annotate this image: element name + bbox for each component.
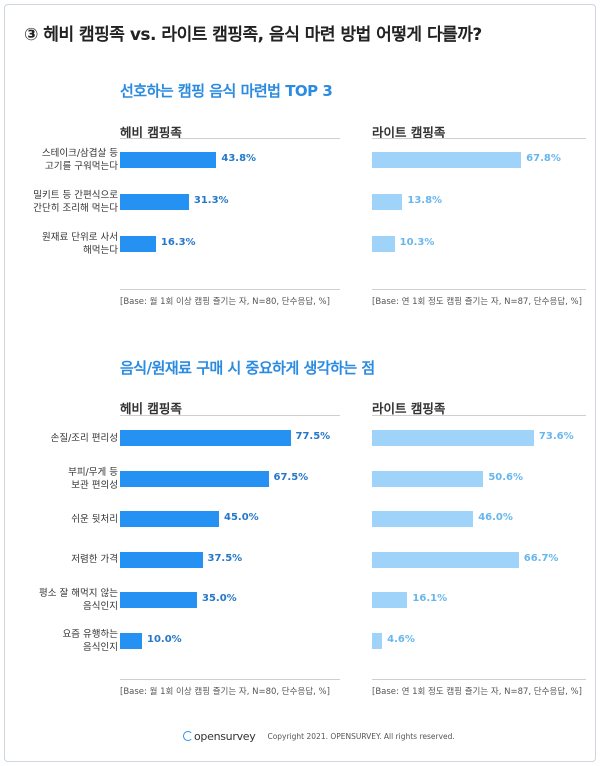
bar-heavy [120, 236, 156, 252]
bar-light [372, 551, 519, 568]
category-label: 손질/조리 편리성 [50, 432, 118, 444]
data-label-heavy: 35.0% [202, 593, 237, 604]
base-note-heavy: [Base: 월 1회 이상 캠핑 즐기는 자, N=80, 단수응답, %] [120, 297, 330, 307]
bar-light [372, 194, 403, 210]
data-label-heavy: 10.0% [147, 633, 182, 645]
bar-heavy [120, 592, 197, 608]
footer: opensurvey Copyright 2021. OPENSURVEY. A… [183, 730, 455, 743]
bar-heavy [120, 152, 217, 168]
category-label: 저렴한 가격 [71, 554, 118, 565]
chart-title-2: 음식/원재료 구매 시 중요하게 생각하는 점 [120, 359, 375, 377]
category-label: 부피/무게 등 보관 편의성 [68, 466, 118, 491]
logo-mark-icon [183, 731, 193, 741]
bar-light [372, 632, 383, 649]
bar-heavy [120, 632, 142, 649]
divider-bottom-light [372, 679, 586, 680]
bar-light [372, 430, 534, 446]
category-label: 쉬운 뒷처리 [71, 513, 118, 525]
data-label-light: 73.6% [538, 431, 574, 442]
bar-light [372, 152, 522, 168]
bar-light [372, 511, 474, 527]
bar-light [372, 236, 395, 252]
data-label-light: 13.8% [407, 195, 443, 206]
data-label-light: 66.7% [523, 552, 559, 564]
bar-heavy [120, 194, 189, 210]
divider-light [372, 138, 586, 139]
series-title-light: 라이트 캠핑족 [372, 125, 446, 140]
copyright: Copyright 2021. OPENSURVEY. All rights r… [267, 732, 455, 741]
data-label-heavy: 67.5% [273, 471, 309, 483]
category-label: 요즘 유행하는 음식인지 [62, 628, 118, 653]
divider-heavy [120, 138, 340, 139]
series-title-heavy: 헤비 캠핑족 [120, 401, 182, 416]
data-label-heavy: 31.3% [193, 195, 229, 206]
bar-heavy [120, 511, 219, 527]
chart-title-1: 선호하는 캠핑 음식 마련법 TOP 3 [120, 82, 333, 100]
bar-heavy [120, 551, 203, 568]
category-label: 원재료 단위로 사서 해먹는다 [42, 232, 118, 256]
data-label-heavy: 37.5% [207, 552, 243, 564]
series-title-light: 라이트 캠핑족 [372, 401, 446, 416]
data-label-light: 4.6% [387, 633, 415, 645]
base-note-heavy: [Base: 월 1회 이상 캠핑 즐기는 자, N=80, 단수응답, %] [120, 687, 330, 697]
category-label: 스테이크/삼겹살 등 고기를 구워먹는다 [41, 148, 118, 172]
data-label-heavy: 45.0% [224, 512, 259, 523]
divider-light [372, 415, 586, 416]
card-frame [4, 4, 596, 762]
base-note-light: [Base: 연 1회 정도 캠핑 즐기는 자, N=87, 단수응답, %] [372, 297, 582, 307]
base-note-light: [Base: 연 1회 정도 캠핑 즐기는 자, N=87, 단수응답, %] [372, 687, 582, 697]
divider-bottom-light [372, 289, 586, 290]
bar-heavy [120, 470, 269, 487]
category-label: 평소 잘 해먹지 않는 음식인지 [39, 588, 118, 612]
data-label-light: 50.6% [488, 471, 524, 483]
data-label-heavy: 43.8% [221, 153, 257, 164]
divider-bottom-heavy [120, 679, 340, 680]
category-label: 밀키트 등 간편식으로 간단히 조리해 먹는다 [33, 190, 118, 214]
data-label-light: 16.1% [412, 593, 448, 604]
data-label-light: 46.0% [478, 512, 513, 523]
bar-light [372, 470, 484, 487]
bar-light [372, 592, 408, 608]
opensurvey-logo: opensurvey [183, 730, 256, 743]
data-label-light: 10.3% [399, 237, 435, 248]
divider-bottom-heavy [120, 289, 340, 290]
series-title-heavy: 헤비 캠핑족 [120, 125, 182, 140]
divider-heavy [120, 415, 340, 416]
logo-text: opensurvey [194, 730, 256, 743]
bar-heavy [120, 430, 291, 446]
data-label-heavy: 77.5% [295, 431, 331, 442]
page-title: ③ 헤비 캠핑족 vs. 라이트 캠핑족, 음식 마련 방법 어떻게 다를까? [24, 25, 482, 45]
data-label-light: 67.8% [526, 153, 561, 164]
data-label-heavy: 16.3% [160, 237, 196, 248]
